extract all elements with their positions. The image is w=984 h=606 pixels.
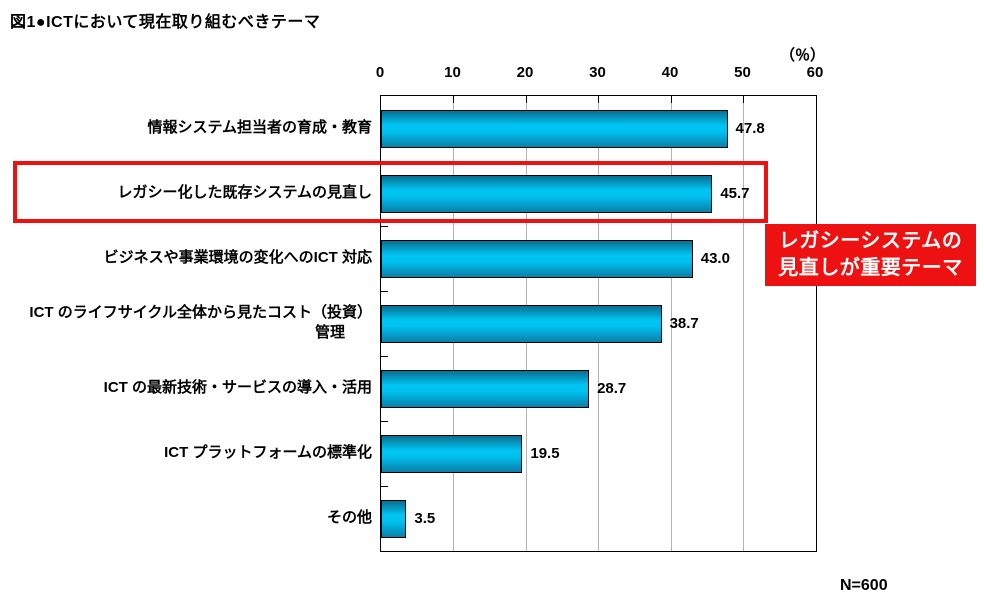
category-label-line: ICT の最新技術・サービスの導入・活用 <box>103 378 372 396</box>
x-axis-tick <box>598 96 599 103</box>
category-label: ビジネスや事業環境の変化へのICT 対応 <box>12 225 372 290</box>
category-label-line: ICT プラットフォームの標準化 <box>164 443 372 461</box>
gridline <box>743 96 744 551</box>
annotation-line-1: レガシーシステムの <box>778 230 963 252</box>
category-label: ICT のライフサイクル全体から見たコスト（投資） 管理 <box>12 290 372 355</box>
category-axis-tick <box>381 356 388 357</box>
category-label-line: レガシー化した既存システムの見直し <box>117 183 372 201</box>
plot-area: 47.8 45.7 43.0 38.7 28.7 19.5 3.5 <box>380 95 817 552</box>
x-axis-tick-label: 20 <box>516 64 534 81</box>
category-axis-tick <box>381 291 388 292</box>
category-label-line: 管理 <box>314 323 345 341</box>
category-label-line: 情報システム担当者の育成・教育 <box>147 118 372 136</box>
bar-value-label: 47.8 <box>735 119 765 137</box>
x-axis-tick <box>453 96 454 103</box>
category-axis-tick <box>381 486 388 487</box>
category-label-line: ビジネスや事業環境の変化へのICT 対応 <box>103 248 372 266</box>
category-axis-tick <box>381 226 388 227</box>
category-label: その他 <box>12 485 372 550</box>
sample-size-label: N=600 <box>840 577 888 594</box>
chart-title: 図1●ICTにおいて現在取り組むべきテーマ <box>10 14 321 31</box>
category-axis-tick <box>381 421 388 422</box>
x-axis-tick <box>670 96 672 103</box>
bar-value-label: 45.7 <box>720 184 750 202</box>
x-axis-tick-label: 30 <box>589 64 606 81</box>
bar-value-label: 19.5 <box>530 444 560 462</box>
bar-value-label: 43.0 <box>700 249 730 267</box>
bar <box>381 174 713 213</box>
category-label-line: その他 <box>326 508 372 526</box>
bar <box>381 239 693 278</box>
highlight-outline-box <box>13 161 768 223</box>
x-axis-tick <box>525 96 527 103</box>
bar <box>381 369 590 408</box>
x-axis-tick-label: 60 <box>806 64 824 81</box>
gridline <box>670 96 672 551</box>
annotation-callout: レガシーシステムの 見直しが重要テーマ <box>765 224 976 286</box>
bar <box>381 499 407 538</box>
category-label: ICT の最新技術・サービスの導入・活用 <box>12 355 372 420</box>
bar <box>381 109 728 148</box>
category-label: レガシー化した既存システムの見直し <box>12 160 372 225</box>
category-label-line: ICT のライフサイクル全体から見たコスト（投資） <box>29 303 372 321</box>
x-axis-tick <box>743 96 744 103</box>
x-axis-tick-label: 50 <box>734 64 751 81</box>
category-label: ICT プラットフォームの標準化 <box>12 420 372 485</box>
bar <box>381 434 523 473</box>
bar-value-label: 28.7 <box>597 379 627 397</box>
percent-unit-label: （％） <box>780 47 826 64</box>
annotation-line-2: 見直しが重要テーマ <box>778 257 963 279</box>
x-axis-tick-label: 10 <box>444 64 461 81</box>
bar-value-label: 3.5 <box>414 509 436 527</box>
x-axis-tick-label: 40 <box>661 64 679 81</box>
bar <box>381 304 662 343</box>
bar-value-label: 38.7 <box>669 314 699 332</box>
x-axis-tick-label: 0 <box>375 64 385 81</box>
category-label: 情報システム担当者の育成・教育 <box>12 95 372 160</box>
